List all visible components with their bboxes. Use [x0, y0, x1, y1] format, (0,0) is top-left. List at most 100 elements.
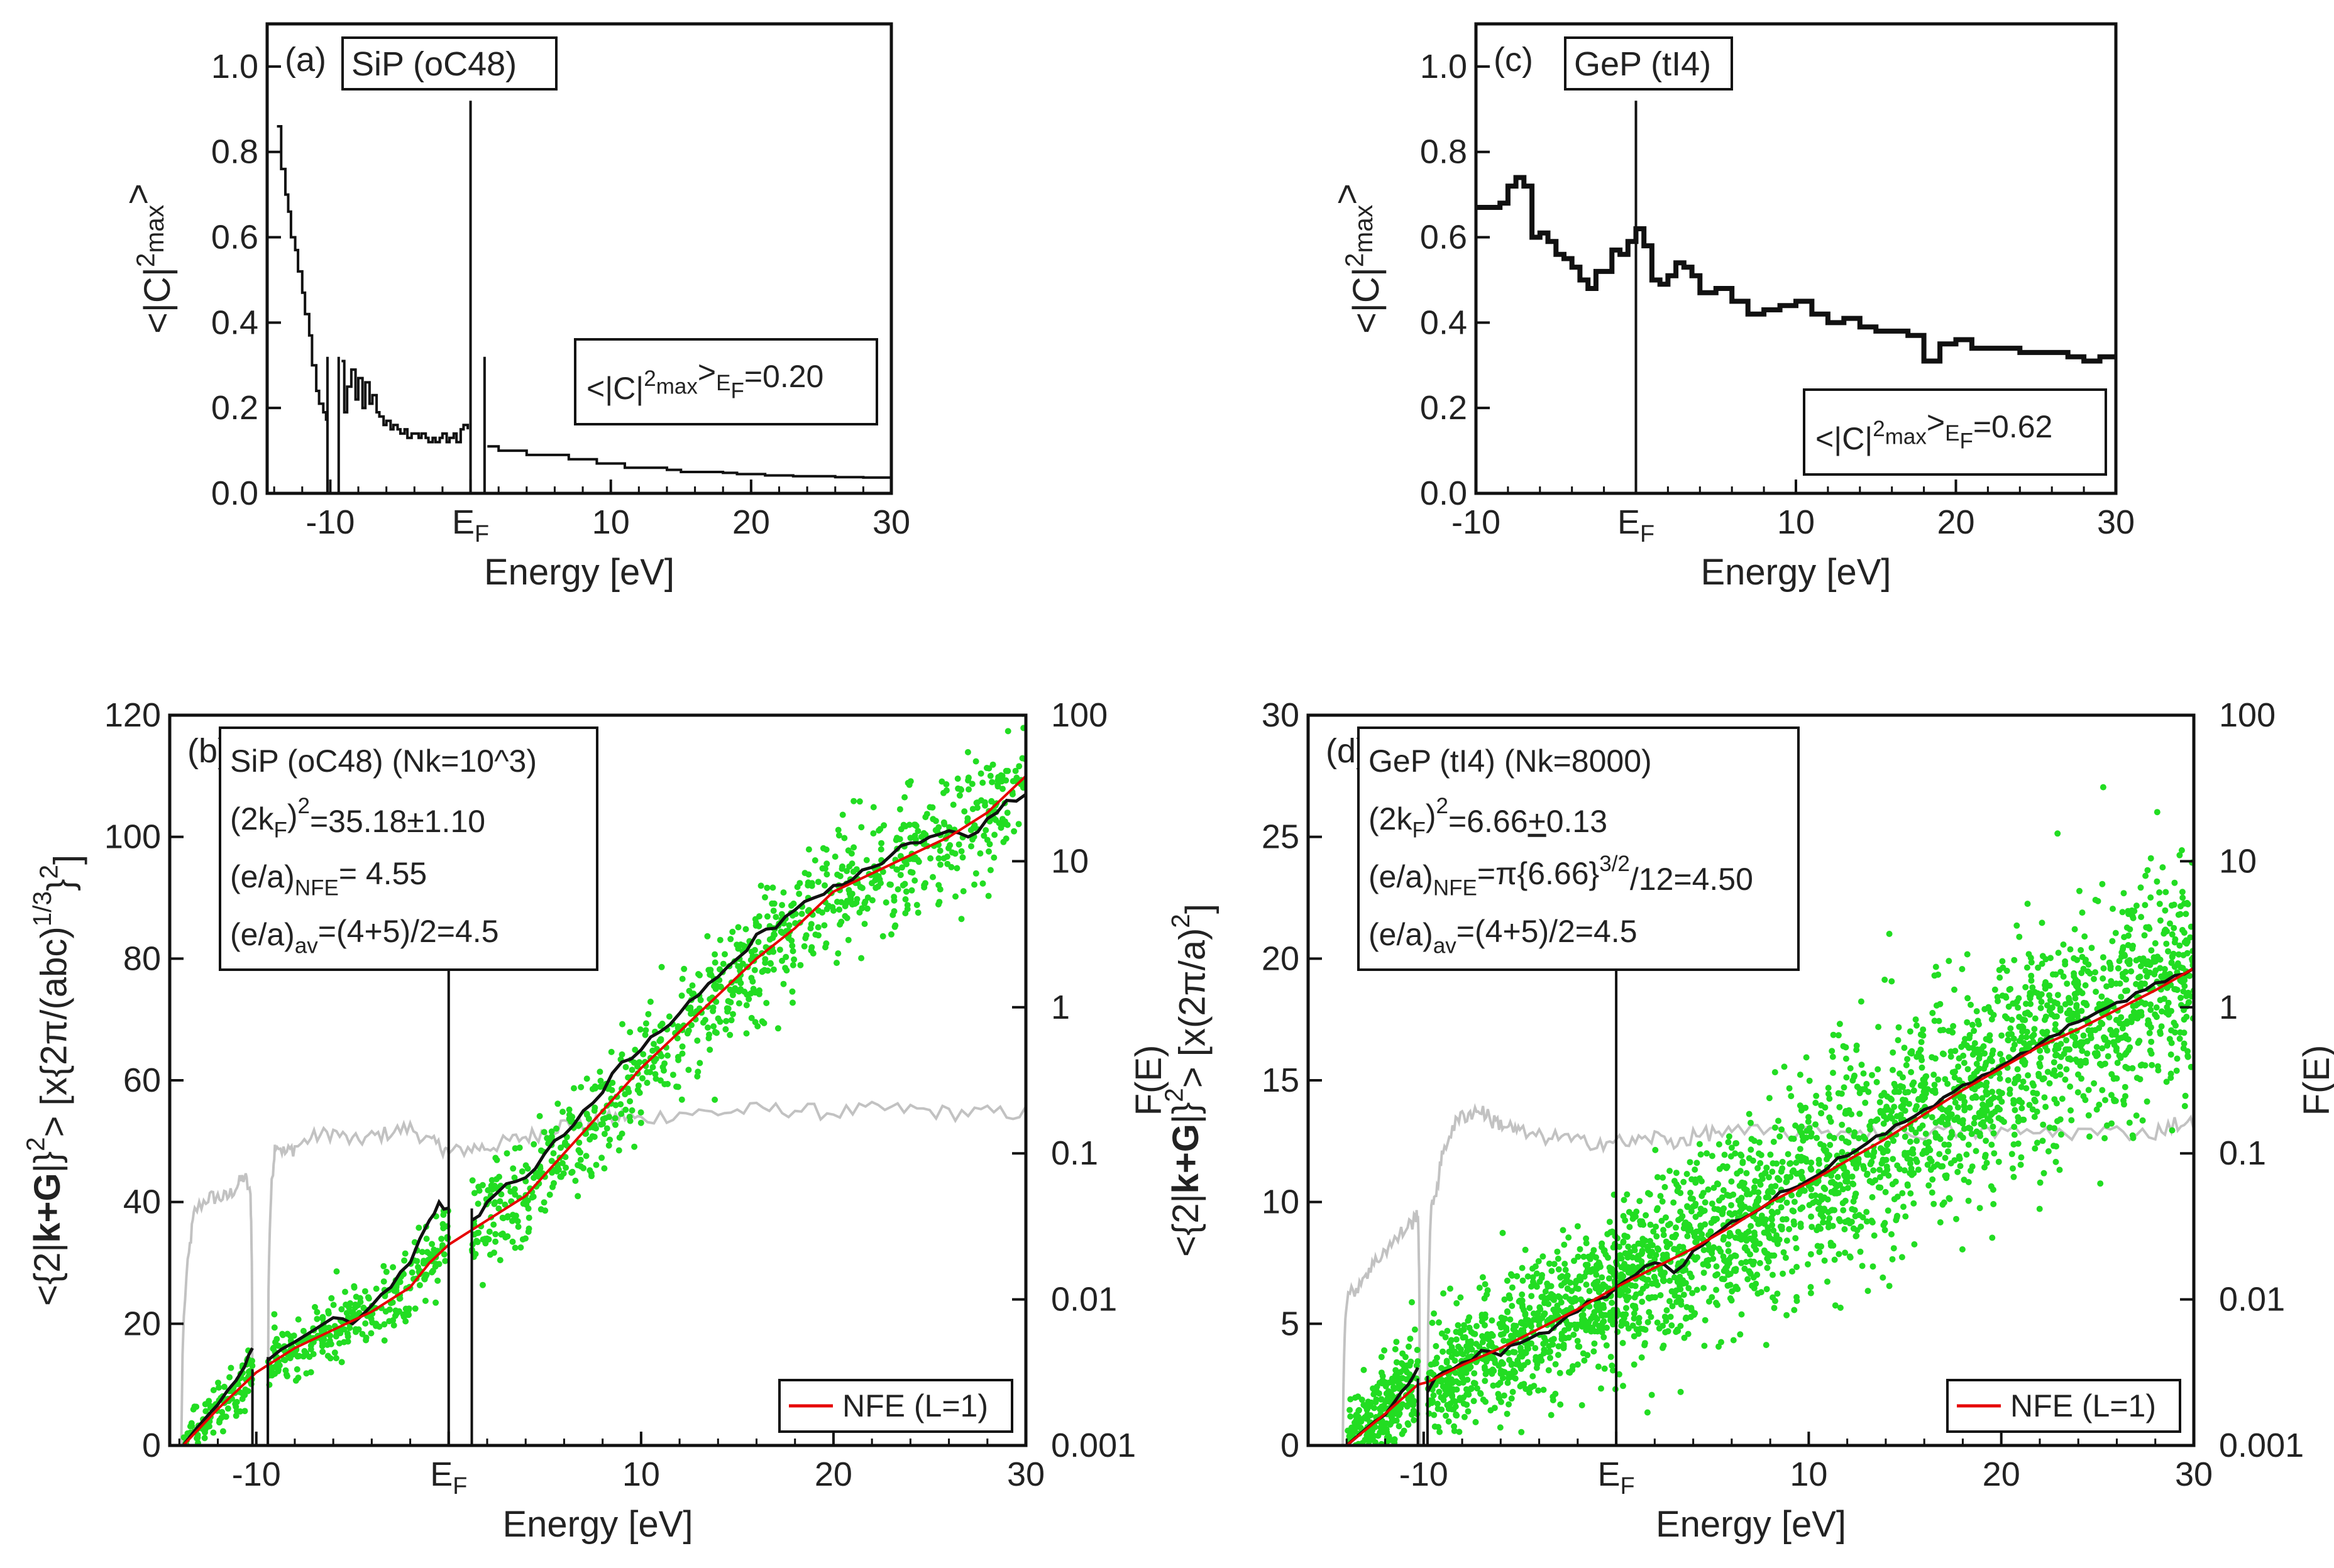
scatter-point	[531, 1175, 537, 1181]
scatter-point	[678, 992, 685, 999]
y-tick-label: 25	[1262, 818, 1299, 856]
scatter-point	[1725, 1192, 1732, 1199]
scatter-point	[2023, 1001, 2029, 1007]
scatter-point	[1618, 1322, 1625, 1329]
scatter-point	[1918, 1082, 1925, 1088]
scatter-point	[1638, 1354, 1645, 1361]
scatter-point	[307, 1346, 314, 1352]
scatter-point	[476, 1187, 483, 1194]
scatter-point	[1656, 1325, 1663, 1332]
scatter-point	[421, 1275, 428, 1282]
scatter-point	[1858, 1061, 1865, 1068]
scatter-point	[344, 1333, 351, 1340]
scatter-point	[2091, 975, 2097, 982]
scatter-point	[2177, 911, 2184, 918]
scatter-point	[823, 860, 830, 867]
scatter-point	[319, 1340, 326, 1347]
scatter-point	[627, 1029, 634, 1036]
scatter-point	[705, 1024, 711, 1031]
scatter-point	[1778, 1168, 1785, 1175]
scatter-point	[487, 1251, 493, 1258]
scatter-point	[499, 1214, 506, 1221]
scatter-point	[1735, 1229, 1742, 1236]
scatter-point	[1581, 1273, 1588, 1280]
y2-tick-label: 100	[1051, 696, 1108, 734]
scatter-point	[1830, 1031, 1837, 1038]
scatter-point	[1003, 835, 1010, 842]
scatter-point	[534, 1170, 541, 1176]
scatter-point	[742, 926, 749, 933]
scatter-point	[1669, 1303, 1676, 1310]
scatter-point	[1564, 1285, 1571, 1292]
scatter-point	[1757, 1160, 1764, 1166]
scatter-point	[642, 1027, 649, 1034]
scatter-point	[1563, 1307, 1570, 1313]
scatter-point	[1881, 977, 1888, 983]
scatter-point	[652, 1071, 659, 1078]
scatter-point	[504, 1214, 511, 1220]
scatter-point	[664, 1052, 671, 1059]
scatter-point	[1762, 1170, 1769, 1176]
scatter-point	[1555, 1293, 1562, 1300]
plot-frame	[265, 22, 893, 495]
scatter-point	[2182, 1092, 2189, 1099]
scatter-point	[1574, 1361, 1581, 1368]
scatter-point	[1660, 1232, 1667, 1239]
scatter-point	[908, 887, 915, 894]
scatter-point	[2141, 932, 2148, 939]
scatter-point	[1600, 1334, 1607, 1340]
scatter-point	[1971, 1114, 1978, 1121]
scatter-point	[469, 1177, 476, 1184]
scatter-point	[1763, 1216, 1770, 1223]
scatter-point	[1770, 1271, 1776, 1278]
scatter-point	[336, 1340, 343, 1347]
scatter-point	[740, 942, 747, 949]
scatter-point	[707, 971, 713, 978]
scatter-point	[2134, 1015, 2141, 1022]
scatter-point	[977, 850, 984, 857]
scatter-point	[1574, 1337, 1581, 1344]
scatter-point	[937, 861, 944, 868]
scatter-point	[1797, 1205, 1804, 1212]
scatter-point	[512, 1145, 519, 1152]
gray-fe-curve	[1336, 1103, 2194, 1445]
scatter-point	[2159, 975, 2166, 982]
scatter-point	[1870, 1167, 1877, 1174]
scatter-point	[2080, 965, 2087, 972]
scatter-point	[1749, 1237, 1756, 1244]
scatter-point	[1856, 1135, 1863, 1142]
scatter-point	[856, 909, 863, 916]
scatter-point	[592, 1083, 598, 1090]
scatter-point	[1885, 1140, 1891, 1147]
scatter-point	[1683, 1171, 1690, 1177]
scatter-point	[1715, 1246, 1722, 1252]
scatter-point	[438, 1236, 445, 1242]
scatter-point	[1673, 1231, 1680, 1238]
scatter-point	[1877, 1107, 1884, 1114]
scatter-point	[1671, 1178, 1678, 1185]
scatter-point	[1930, 1200, 1937, 1207]
scatter-point	[2122, 1083, 2128, 1090]
scatter-point	[1680, 1178, 1687, 1185]
scatter-point	[2108, 978, 2115, 985]
y-axis-label-part: 2	[1340, 253, 1369, 268]
scatter-point	[1466, 1314, 1473, 1321]
scatter-point	[282, 1357, 289, 1364]
scatter-point	[2184, 950, 2191, 957]
scatter-point	[2059, 1095, 2066, 1102]
scatter-point	[2180, 988, 2187, 995]
scatter-point	[1433, 1343, 1439, 1349]
scatter-point	[549, 1169, 556, 1176]
scatter-point	[1005, 728, 1011, 735]
scatter-point	[331, 1349, 338, 1356]
scatter-point	[987, 772, 994, 779]
scatter-point	[1546, 1260, 1553, 1267]
scatter-point	[1004, 809, 1011, 816]
scatter-point	[2137, 884, 2144, 891]
scatter-point	[1904, 1155, 1911, 1162]
scatter-point	[674, 1083, 681, 1090]
y-axis-label-part: 2	[21, 1137, 50, 1151]
scatter-point	[774, 1025, 781, 1032]
scatter-point	[1631, 1361, 1638, 1368]
scatter-point	[2024, 901, 2031, 907]
